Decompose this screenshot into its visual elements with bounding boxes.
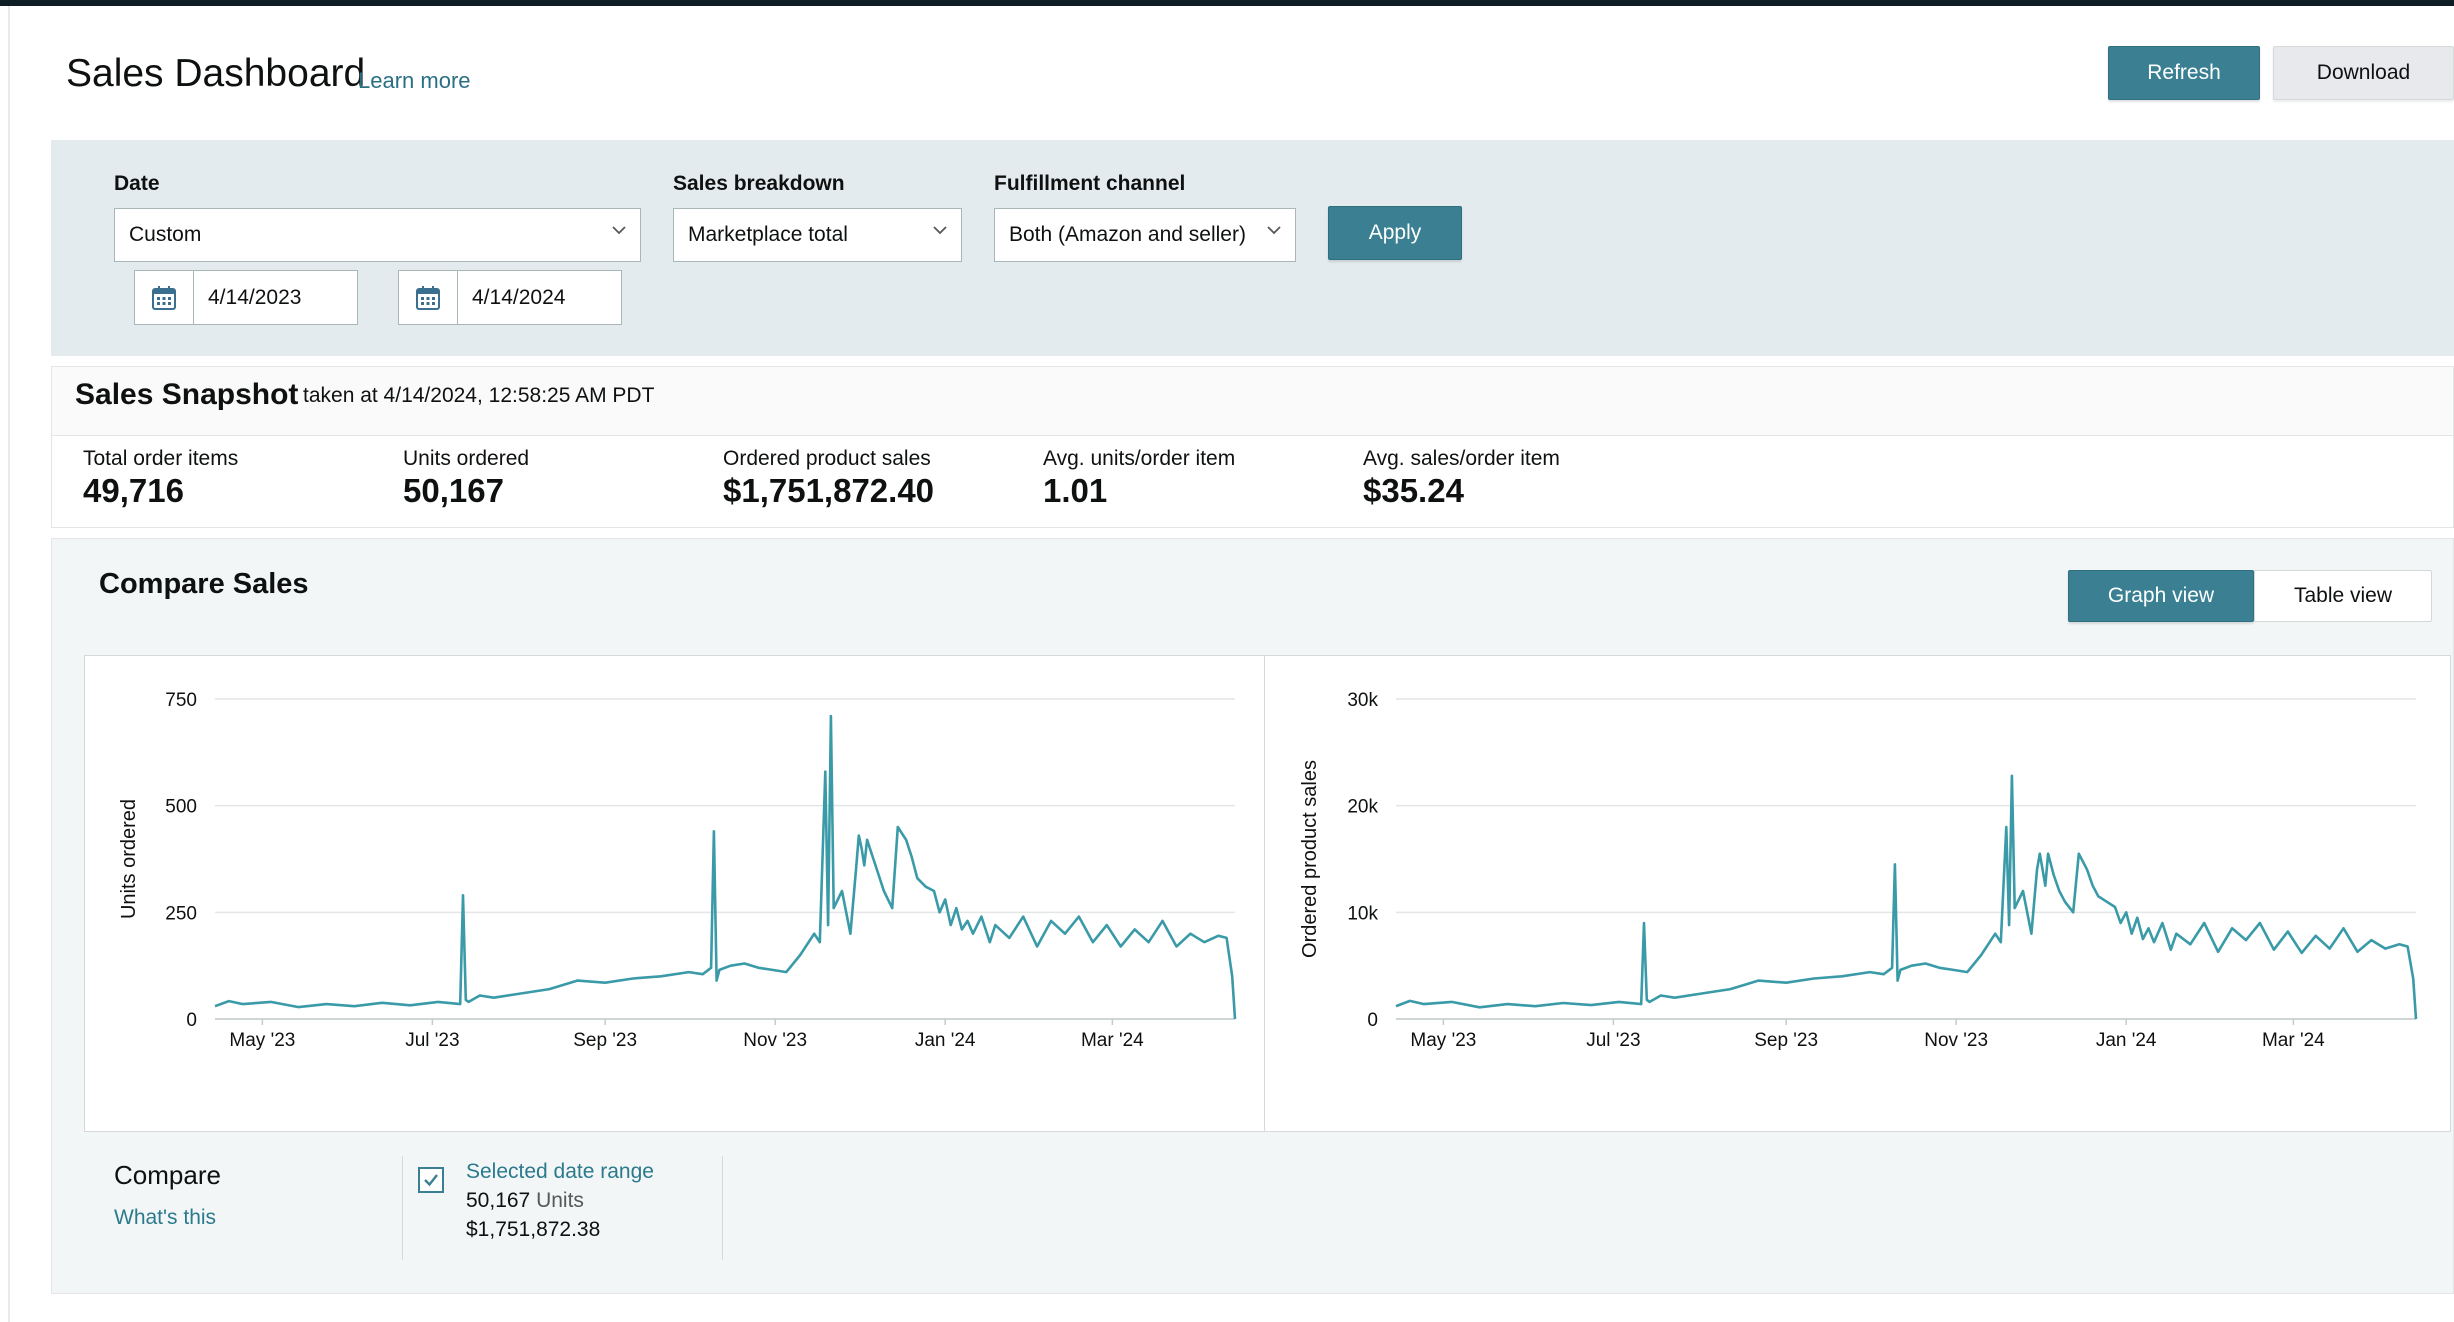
table-view-toggle[interactable]: Table view — [2254, 570, 2432, 622]
fulfillment-channel-select[interactable]: Both (Amazon and seller) — [994, 208, 1296, 262]
calendar-icon[interactable] — [135, 271, 194, 324]
y-tick-label: 10k — [1347, 903, 1378, 924]
apply-button[interactable]: Apply — [1328, 206, 1462, 260]
chart-divider — [1264, 655, 1265, 1132]
sales-breakdown-value: Marketplace total — [688, 223, 848, 246]
units-ordered-chart: 0 250 500 750 May '23 Jul '23 Sep '23 Nov '23 Ja… — [118, 690, 1237, 1051]
x-tick-label: May '23 — [229, 1030, 295, 1051]
left-border — [8, 6, 10, 1322]
date-range-value: Custom — [129, 223, 202, 246]
channel-label: Fulfillment channel — [994, 172, 1186, 195]
date-label: Date — [114, 172, 160, 195]
x-tick-label: Nov '23 — [743, 1030, 807, 1051]
start-date-field[interactable]: 4/14/2023 — [134, 270, 358, 325]
selected-units: 50,167 Units — [466, 1189, 584, 1213]
snapshot-header — [51, 366, 2454, 436]
y-tick-label: 750 — [165, 690, 197, 711]
whats-this-link[interactable]: What's this — [114, 1206, 217, 1229]
top-bar — [0, 0, 2454, 6]
metric-label: Avg. sales/order item — [1363, 447, 1560, 470]
x-tick-label: Jul '23 — [1586, 1030, 1640, 1051]
date-range-select[interactable]: Custom — [114, 208, 641, 262]
x-tick-label: Jul '23 — [405, 1030, 459, 1051]
end-date-value: 4/14/2024 — [472, 285, 566, 309]
learn-more-link[interactable]: Learn more — [358, 68, 471, 93]
y-tick-label: 500 — [165, 797, 197, 818]
chevron-down-icon — [612, 226, 626, 235]
checkmark-icon — [424, 1174, 438, 1187]
selected-range-label[interactable]: Selected date range — [466, 1160, 654, 1183]
compare-label: Compare — [114, 1160, 221, 1190]
breakdown-label: Sales breakdown — [673, 172, 845, 195]
y-tick-label: 250 — [165, 903, 197, 924]
y-tick-label: 20k — [1347, 797, 1378, 818]
metric-value: $1,751,872.40 — [723, 472, 935, 509]
y-axis-label: Units ordered — [118, 799, 140, 919]
y-tick-label: 0 — [186, 1010, 197, 1031]
x-tick-label: Sep '23 — [573, 1030, 637, 1051]
y-tick-label: 0 — [1367, 1010, 1378, 1031]
graph-view-toggle[interactable]: Graph view — [2068, 570, 2254, 622]
snapshot-timestamp: taken at 4/14/2024, 12:58:25 AM PDT — [303, 384, 655, 407]
chevron-down-icon — [1267, 226, 1281, 235]
compare-sales-title: Compare Sales — [99, 568, 309, 600]
metric-value: 1.01 — [1043, 472, 1108, 509]
series-line — [214, 714, 1237, 1020]
ordered-sales-chart: 0 10k 20k 30k May '23 Jul '23 Sep '23 Nov '23 Ja… — [1299, 690, 2418, 1051]
fulfillment-channel-value: Both (Amazon and seller) — [1009, 223, 1246, 246]
x-tick-label: Jan '24 — [915, 1030, 976, 1051]
metric-label: Total order items — [83, 447, 239, 470]
download-button[interactable]: Download — [2273, 46, 2454, 100]
selected-sales: $1,751,872.38 — [466, 1218, 601, 1241]
divider — [722, 1156, 723, 1260]
x-tick-label: Nov '23 — [1924, 1030, 1988, 1051]
x-tick-label: Mar '24 — [1081, 1030, 1144, 1051]
selected-range-checkbox[interactable] — [418, 1167, 444, 1193]
metric-label: Units ordered — [403, 447, 530, 470]
metric-label: Ordered product sales — [723, 447, 931, 470]
end-date-field[interactable]: 4/14/2024 — [398, 270, 622, 325]
metric-value: 50,167 — [403, 472, 504, 509]
units-value: 50,167 — [466, 1189, 531, 1212]
sales-breakdown-select[interactable]: Marketplace total — [673, 208, 962, 262]
series-line — [1395, 774, 2418, 1020]
calendar-icon[interactable] — [399, 271, 458, 324]
x-tick-label: Jan '24 — [2096, 1030, 2157, 1051]
start-date-value: 4/14/2023 — [208, 285, 302, 309]
refresh-button[interactable]: Refresh — [2108, 46, 2260, 100]
snapshot-title: Sales Snapshot — [75, 378, 299, 411]
x-tick-label: May '23 — [1410, 1030, 1476, 1051]
x-tick-label: Sep '23 — [1754, 1030, 1818, 1051]
page-title: Sales Dashboard — [66, 52, 366, 95]
y-axis-label: Ordered product sales — [1299, 760, 1321, 958]
y-tick-label: 30k — [1347, 690, 1378, 711]
x-tick-label: Mar '24 — [2262, 1030, 2325, 1051]
units-word: Units — [536, 1189, 584, 1212]
metric-value: 49,716 — [83, 472, 184, 509]
divider — [402, 1156, 403, 1260]
metric-label: Avg. units/order item — [1043, 447, 1236, 470]
metric-value: $35.24 — [1363, 472, 1464, 509]
charts-container — [84, 655, 2451, 1132]
chevron-down-icon — [933, 226, 947, 235]
